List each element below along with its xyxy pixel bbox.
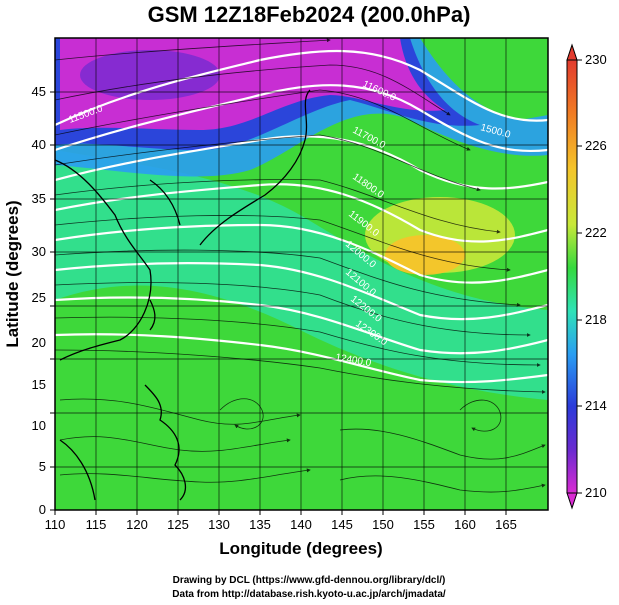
temperature-cold-purple — [80, 50, 220, 100]
colorbar-min-arrow — [566, 492, 578, 510]
colorbar-label: 230 — [585, 52, 607, 67]
x-tick-label: 135 — [249, 517, 271, 532]
contour-line — [55, 49, 548, 126]
x-tick-label: 110 — [45, 517, 66, 532]
contour-line — [55, 223, 548, 284]
colorbar-label: 214 — [585, 398, 607, 413]
coastline-philippines — [144, 384, 187, 501]
y-tick-label: 35 — [32, 191, 46, 206]
contour-line — [55, 296, 548, 355]
y-axis: 0 5 10 15 20 25 30 35 40 45 — [32, 84, 55, 517]
x-tick-label: 140 — [290, 517, 312, 532]
height-contours — [55, 49, 548, 384]
colorbar-label: 218 — [585, 312, 607, 327]
y-tick-label: 25 — [32, 290, 46, 305]
x-tick-label: 115 — [86, 517, 107, 532]
y-tick-label: 45 — [32, 84, 46, 99]
map-title: GSM 12Z18Feb2024 (200.0hPa) — [148, 2, 471, 27]
x-tick-label: 150 — [372, 517, 394, 532]
coastline-borneo — [59, 439, 96, 501]
coastline-japan — [199, 89, 311, 246]
contour-line — [55, 262, 548, 321]
x-tick-label: 145 — [331, 517, 353, 532]
x-tick-label: 125 — [167, 517, 189, 532]
contour-line — [55, 84, 548, 152]
credit-drawing: Drawing by DCL (https://www.gfd-dennou.o… — [173, 575, 446, 586]
colorbar-label: 222 — [585, 225, 607, 240]
coastline-taiwan — [149, 299, 156, 331]
y-tick-label: 20 — [32, 335, 46, 350]
x-tick-label: 130 — [208, 517, 230, 532]
y-tick-label: 10 — [32, 418, 46, 433]
coastline-asia — [55, 159, 152, 361]
colorbar-max-arrow — [566, 43, 578, 61]
temperature-warm-core — [385, 235, 465, 275]
y-tick-label: 5 — [39, 459, 46, 474]
y-tick-label: 40 — [32, 137, 46, 152]
x-axis: 110 115 120 125 130 135 140 145 150 155 … — [45, 510, 517, 532]
y-tick-label: 0 — [39, 502, 46, 517]
x-tick-label: 160 — [454, 517, 476, 532]
contour-line — [55, 333, 548, 384]
colorbar-scale — [566, 59, 578, 494]
x-tick-label: 120 — [126, 517, 148, 532]
x-tick-label: 155 — [413, 517, 435, 532]
y-axis-label: Latitude (degrees) — [3, 200, 22, 347]
y-tick-label: 15 — [32, 377, 46, 392]
contour-line — [55, 183, 548, 243]
grid-lines — [55, 38, 548, 510]
colorbar: 230 226 222 218 214 210 — [566, 43, 607, 510]
colorbar-label: 210 — [585, 485, 607, 500]
x-tick-label: 165 — [495, 517, 517, 532]
map-plot-area: 11500.0 11600.0 11700.0 11800.0 11900.0 … — [55, 38, 548, 510]
credit-data: Data from http://database.rish.kyoto-u.a… — [172, 589, 446, 600]
colorbar-label: 226 — [585, 138, 607, 153]
y-tick-label: 30 — [32, 244, 46, 259]
x-axis-label: Longitude (degrees) — [219, 539, 382, 558]
